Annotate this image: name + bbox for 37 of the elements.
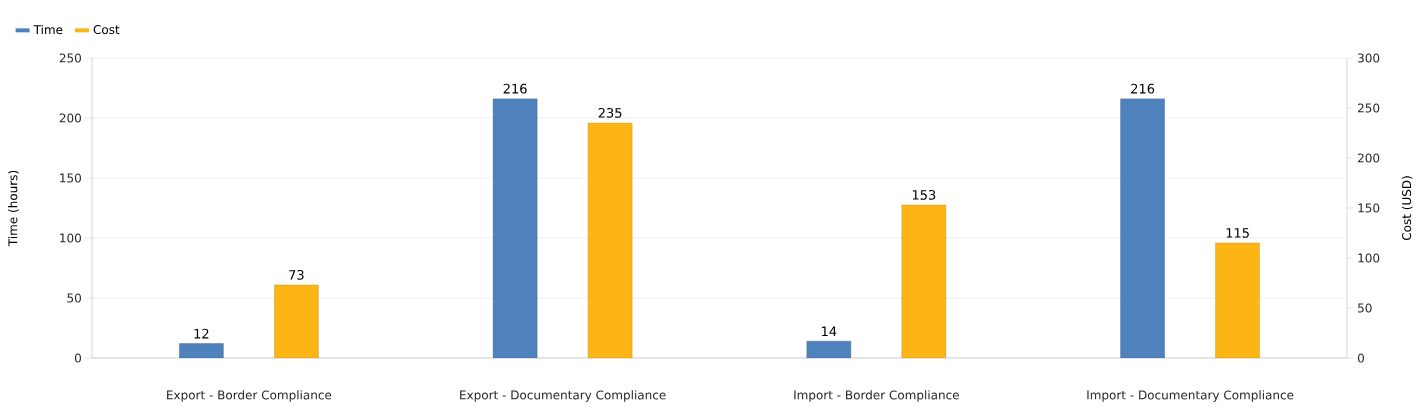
data-label: 115: [1226, 228, 1249, 238]
bar: [179, 343, 224, 358]
data-label: 12: [194, 328, 209, 339]
x-tick-label: Export - Border Compliance: [167, 390, 332, 402]
legend-label: Time: [33, 24, 63, 35]
y-axis-title: Time (hours): [8, 170, 19, 247]
data-label: 73: [289, 269, 304, 280]
y-tick-label: 250: [59, 53, 81, 63]
y-tick-label: 50: [67, 293, 81, 303]
y2-tick-label: 200: [1358, 153, 1380, 163]
data-label: 14: [822, 326, 837, 336]
data-label: 153: [912, 189, 936, 200]
bar: [1120, 98, 1165, 358]
y-tick-label: 0: [74, 353, 82, 363]
y-tick-label: 200: [59, 113, 81, 123]
bar: [492, 98, 538, 358]
y2-tick-label: 100: [1358, 253, 1380, 263]
y2-tick-label: 300: [1358, 53, 1380, 63]
bar: [587, 122, 633, 358]
y-tick-label: 100: [60, 233, 81, 243]
bar: [806, 341, 852, 358]
data-label: 216: [503, 83, 527, 94]
y-tick-label: 150: [60, 173, 81, 183]
x-tick-label: Import - Border Compliance: [794, 390, 959, 402]
x-tick-label: Import - Documentary Compliance: [1087, 390, 1294, 402]
bar: [901, 204, 947, 358]
y2-tick-label: 50: [1358, 303, 1372, 313]
y2-tick-label: 0: [1357, 353, 1364, 363]
y2-axis-title: Cost (USD): [1401, 176, 1413, 241]
bar: [274, 284, 319, 358]
bar: [1215, 242, 1260, 358]
legend-label: Cost: [93, 24, 120, 35]
y2-tick-label: 250: [1358, 103, 1380, 113]
data-label: 216: [1131, 83, 1155, 94]
x-tick-label: Export - Documentary Compliance: [460, 390, 666, 402]
y2-tick-label: 150: [1358, 203, 1380, 213]
data-label: 235: [598, 107, 622, 118]
